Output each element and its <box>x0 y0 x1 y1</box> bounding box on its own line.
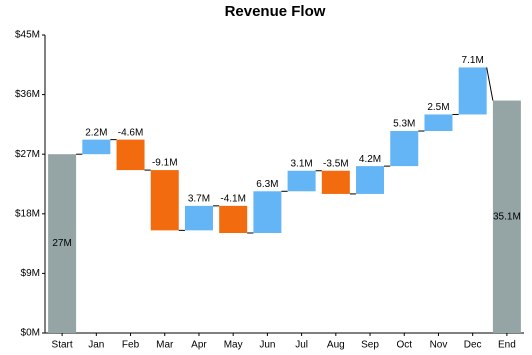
x-tick-label: Mar <box>156 340 174 351</box>
y-tick-label: $27M <box>15 149 40 160</box>
bar <box>287 170 316 192</box>
value-label: 6.3M <box>256 179 278 190</box>
bar <box>219 205 248 234</box>
bar <box>253 191 282 234</box>
bar <box>424 114 453 132</box>
bar <box>321 170 350 194</box>
value-label: -3.5M <box>323 158 349 169</box>
x-tick-label: Sep <box>361 340 379 351</box>
value-label: 27M <box>52 238 71 249</box>
bar <box>82 139 111 155</box>
value-label: -9.1M <box>152 158 178 169</box>
x-tick-label: May <box>224 340 243 351</box>
value-label: 5.3M <box>393 119 415 130</box>
value-label: 2.2M <box>85 127 107 138</box>
chart-title: Revenue Flow <box>225 3 326 20</box>
x-tick-label: Aug <box>327 340 345 351</box>
x-tick-label: Nov <box>430 340 448 351</box>
x-tick-label: Jun <box>259 340 275 351</box>
bar <box>390 131 419 167</box>
bar <box>48 154 77 333</box>
bar <box>116 139 145 171</box>
value-label: -4.6M <box>118 127 144 138</box>
bar <box>184 205 213 231</box>
value-label: -4.1M <box>220 193 246 204</box>
y-tick-label: $9M <box>21 268 40 279</box>
bar <box>458 67 487 115</box>
x-tick-label: Feb <box>122 340 140 351</box>
value-label: 2.5M <box>427 102 449 113</box>
x-tick-label: Oct <box>396 340 412 351</box>
value-label: 3.1M <box>290 158 312 169</box>
x-tick-label: End <box>498 340 516 351</box>
x-tick-label: Jan <box>88 340 104 351</box>
bar <box>356 166 385 194</box>
value-label: 7.1M <box>462 55 484 66</box>
bar <box>492 100 521 333</box>
value-label: 3.7M <box>188 193 210 204</box>
connector <box>486 67 494 101</box>
x-tick-label: Jul <box>295 340 308 351</box>
x-tick-label: Apr <box>191 340 207 351</box>
x-tick-label: Start <box>52 340 73 351</box>
y-tick-label: $18M <box>15 208 40 219</box>
y-tick-label: $36M <box>15 89 40 100</box>
y-tick-label: $0M <box>21 328 40 339</box>
y-tick-label: $45M <box>15 30 40 41</box>
bar <box>150 170 179 231</box>
x-tick-label: Dec <box>464 340 482 351</box>
value-label: 35.1M <box>493 211 521 222</box>
value-label: 4.2M <box>359 154 381 165</box>
